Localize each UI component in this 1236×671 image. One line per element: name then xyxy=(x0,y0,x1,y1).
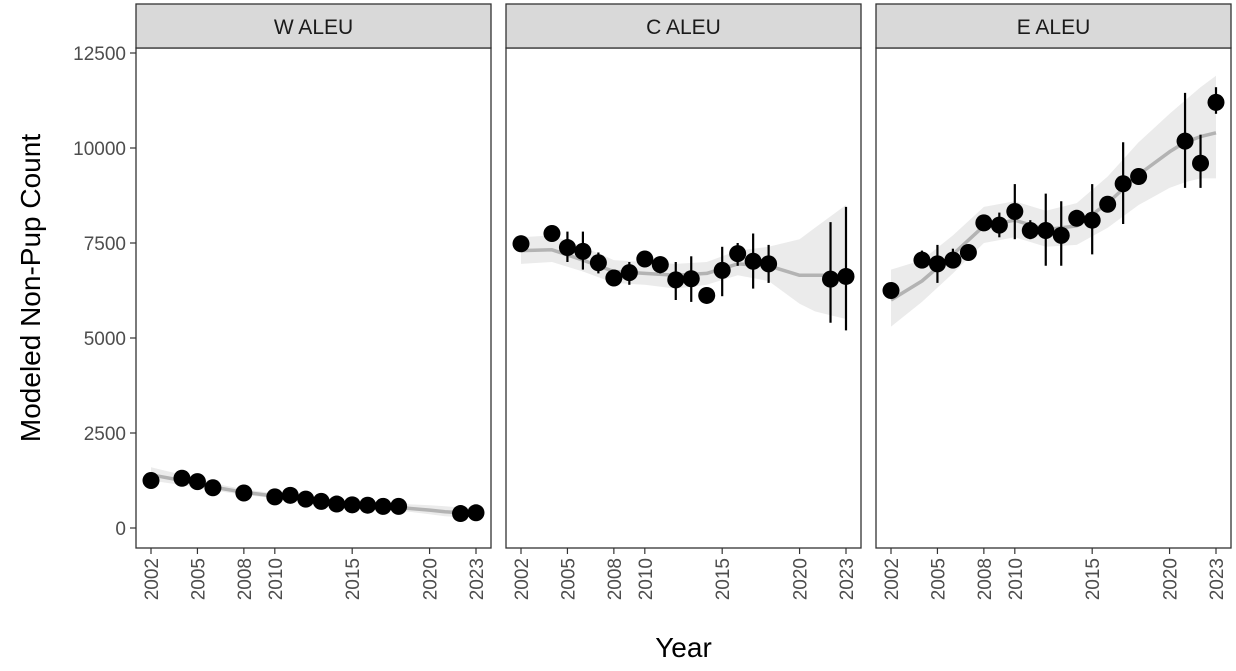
data-point xyxy=(1037,221,1055,239)
x-tick-label: 2015 xyxy=(343,558,364,600)
data-point xyxy=(235,484,253,502)
data-point xyxy=(1192,154,1210,172)
data-point xyxy=(374,497,392,515)
x-tick-label: 2005 xyxy=(928,558,949,600)
data-point xyxy=(1099,195,1117,213)
data-point xyxy=(359,496,377,514)
x-tick-label: 2002 xyxy=(512,558,533,600)
data-point xyxy=(713,261,731,279)
data-point xyxy=(990,216,1008,234)
data-point xyxy=(729,245,747,263)
data-point xyxy=(1207,93,1225,111)
data-point xyxy=(173,469,191,487)
data-point xyxy=(281,486,299,504)
data-point xyxy=(928,255,946,273)
data-point xyxy=(543,225,561,242)
panel-c-aleu: C ALEU 2002 2005 2008 2010 2015 2020 2023 xyxy=(505,3,862,600)
panel-background xyxy=(136,48,491,548)
data-point xyxy=(975,214,993,232)
x-tick-label: 2015 xyxy=(713,558,734,600)
y-tick-label: 10000 xyxy=(73,139,126,160)
x-tick-label: 2002 xyxy=(882,558,903,600)
x-tick-label: 2020 xyxy=(791,558,812,600)
data-point xyxy=(760,255,778,273)
data-point xyxy=(558,239,576,257)
facet-strip-label: E ALEU xyxy=(1017,16,1091,39)
x-tick-label: 2005 xyxy=(188,558,209,600)
data-point xyxy=(1176,132,1194,150)
data-point xyxy=(837,267,855,285)
data-point xyxy=(589,254,607,272)
x-tick-label: 2010 xyxy=(636,558,657,600)
data-point xyxy=(1068,209,1086,227)
x-tick-label: 2020 xyxy=(1161,558,1182,600)
y-tick-label: 12500 xyxy=(73,44,126,65)
data-point xyxy=(944,251,962,269)
data-point xyxy=(343,496,361,514)
facet-strip xyxy=(135,3,492,49)
facet-strip xyxy=(505,3,862,49)
data-point xyxy=(651,256,669,274)
x-tick-label: 2023 xyxy=(467,558,488,600)
data-point xyxy=(452,505,470,523)
data-point xyxy=(882,282,900,299)
data-point xyxy=(605,269,623,287)
facet-strip-label: W ALEU xyxy=(274,16,353,39)
x-tick-label: 2008 xyxy=(975,558,996,600)
data-point xyxy=(266,488,284,506)
x-tick-label: 2015 xyxy=(1083,558,1104,600)
panel-w-aleu: W ALEU 2002 2005 2008 2010 2015 2020 2023 xyxy=(135,3,492,600)
x-tick-label: 2005 xyxy=(558,558,579,600)
x-tick-label: 2008 xyxy=(605,558,626,600)
y-tick-label: 2500 xyxy=(84,424,126,445)
x-tick-label: 2010 xyxy=(1006,558,1027,600)
y-axis-title: Modeled Non-Pup Count xyxy=(15,134,46,442)
x-tick-label: 2023 xyxy=(1207,558,1228,600)
data-point xyxy=(1083,211,1101,229)
data-point xyxy=(620,264,638,282)
data-point xyxy=(698,286,716,304)
data-point xyxy=(142,472,160,489)
data-point xyxy=(1130,168,1148,185)
y-tick-label: 5000 xyxy=(84,329,126,350)
data-point xyxy=(682,270,700,288)
data-point xyxy=(1114,175,1132,193)
y-tick-label: 0 xyxy=(115,519,126,540)
data-point xyxy=(312,492,330,510)
facet-strip-label: C ALEU xyxy=(646,16,721,39)
x-axis-title: Year xyxy=(655,632,712,663)
facet-strip xyxy=(875,3,1232,49)
x-tick-label: 2008 xyxy=(235,558,256,600)
data-point xyxy=(822,270,840,288)
x-tick-label: 2020 xyxy=(421,558,442,600)
x-tick-label: 2023 xyxy=(837,558,858,600)
data-point xyxy=(574,242,592,260)
data-point xyxy=(188,473,206,491)
data-point xyxy=(667,271,685,289)
data-point xyxy=(744,252,762,270)
panel-e-aleu: E ALEU 2002 2005 2008 2010 2015 2020 2023 xyxy=(875,3,1232,600)
data-point xyxy=(636,250,654,268)
data-point xyxy=(959,244,977,261)
data-point xyxy=(1021,221,1039,239)
data-point xyxy=(1052,226,1070,244)
data-point xyxy=(204,479,222,497)
data-point xyxy=(1006,202,1024,220)
x-tick-label: 2002 xyxy=(142,558,163,600)
data-point xyxy=(390,497,408,515)
data-point xyxy=(467,504,485,522)
data-point xyxy=(913,251,931,269)
y-tick-label: 7500 xyxy=(84,234,126,255)
data-point xyxy=(297,490,315,508)
data-point xyxy=(328,495,346,513)
data-point xyxy=(512,235,530,253)
x-tick-label: 2010 xyxy=(266,558,287,600)
